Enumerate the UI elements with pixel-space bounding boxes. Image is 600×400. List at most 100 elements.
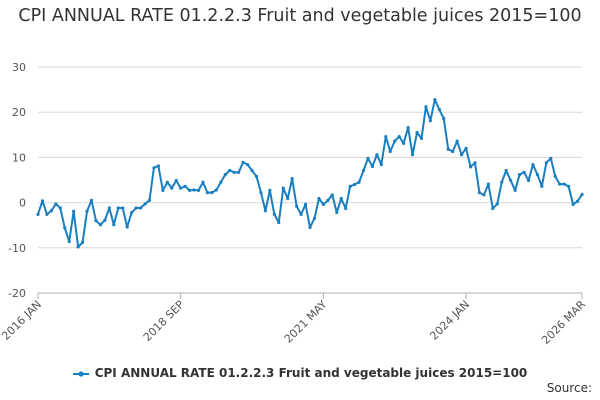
data-point[interactable] [473,161,477,165]
data-point[interactable] [138,206,143,210]
data-point[interactable] [321,202,325,207]
data-point[interactable] [152,166,156,170]
data-point[interactable] [45,212,49,216]
data-point[interactable] [228,168,232,173]
data-point[interactable] [85,209,89,213]
data-point[interactable] [89,198,94,202]
data-point[interactable] [562,182,566,186]
data-point[interactable] [384,135,388,139]
data-point[interactable] [303,202,308,207]
data-point[interactable] [205,191,210,195]
data-point[interactable] [161,188,165,192]
data-point[interactable] [495,202,499,206]
data-point[interactable] [36,212,40,216]
data-point[interactable] [103,218,107,222]
data-point[interactable] [393,139,397,143]
data-point[interactable] [571,202,575,207]
data-point[interactable] [424,105,428,109]
data-point[interactable] [517,172,522,177]
data-point[interactable] [121,206,125,210]
data-point[interactable] [317,196,321,201]
data-point[interactable] [344,206,348,211]
data-point[interactable] [58,206,62,210]
data-point[interactable] [504,168,508,173]
data-point[interactable] [580,192,584,197]
data-point[interactable] [352,182,357,187]
data-point[interactable] [500,180,504,184]
data-point[interactable] [196,188,201,192]
data-point[interactable] [192,188,196,192]
data-point[interactable] [433,97,437,102]
data-point[interactable] [245,163,250,167]
data-point[interactable] [477,191,482,195]
data-point[interactable] [147,198,152,202]
data-point[interactable] [49,209,53,213]
data-point[interactable] [223,172,227,177]
data-point[interactable] [335,210,339,215]
data-point[interactable] [339,196,343,201]
data-point[interactable] [312,216,317,221]
data-point[interactable] [67,239,71,244]
data-point[interactable] [254,174,259,178]
data-point[interactable] [277,220,281,225]
data-point[interactable] [170,186,174,190]
data-point[interactable] [268,188,272,192]
data-point[interactable] [482,193,486,197]
data-point[interactable] [250,168,254,173]
data-point[interactable] [232,170,236,174]
data-point[interactable] [330,193,334,197]
data-point[interactable] [357,180,361,184]
data-point[interactable] [259,191,263,195]
data-point[interactable] [402,141,406,145]
data-point[interactable] [428,119,432,123]
data-point[interactable] [535,172,540,177]
legend[interactable]: CPI ANNUAL RATE 01.2.2.3 Fruit and veget… [0,366,600,380]
data-point[interactable] [290,177,294,181]
data-point[interactable] [94,219,98,223]
data-point[interactable] [76,245,80,249]
data-point[interactable] [486,182,490,186]
data-point[interactable] [125,225,129,229]
data-point[interactable] [54,202,58,206]
data-point[interactable] [446,147,450,151]
data-point[interactable] [72,209,76,213]
data-point[interactable] [241,160,245,164]
data-point[interactable] [567,184,571,188]
data-point[interactable] [460,153,464,157]
data-point[interactable] [174,178,178,183]
data-point[interactable] [575,199,580,203]
data-point[interactable] [375,153,379,157]
data-point[interactable] [107,206,111,210]
data-point[interactable] [295,204,299,208]
data-point[interactable] [281,186,285,190]
data-point[interactable] [442,116,446,121]
data-point[interactable] [379,163,383,167]
data-point[interactable] [272,212,276,216]
data-point[interactable] [219,180,223,184]
data-point[interactable] [464,146,468,150]
data-point[interactable] [214,188,218,192]
data-point[interactable] [156,164,160,168]
data-point[interactable] [397,135,401,139]
data-point[interactable] [388,149,392,154]
data-point[interactable] [455,139,459,143]
data-point[interactable] [165,180,169,184]
data-point[interactable] [286,196,290,201]
data-point[interactable] [522,170,526,174]
data-point[interactable] [130,210,134,215]
data-point[interactable] [544,161,548,165]
data-point[interactable] [326,198,330,202]
data-point[interactable] [526,178,531,183]
data-point[interactable] [553,174,557,178]
data-point[interactable] [80,240,85,244]
data-point[interactable] [437,107,441,112]
data-point[interactable] [183,184,187,188]
data-point[interactable] [361,168,366,173]
data-point[interactable] [468,165,473,169]
data-point[interactable] [415,130,419,135]
data-point[interactable] [237,170,241,174]
data-point[interactable] [112,223,116,227]
data-point[interactable] [451,149,455,154]
data-point[interactable] [491,206,495,211]
data-point[interactable] [116,206,120,210]
